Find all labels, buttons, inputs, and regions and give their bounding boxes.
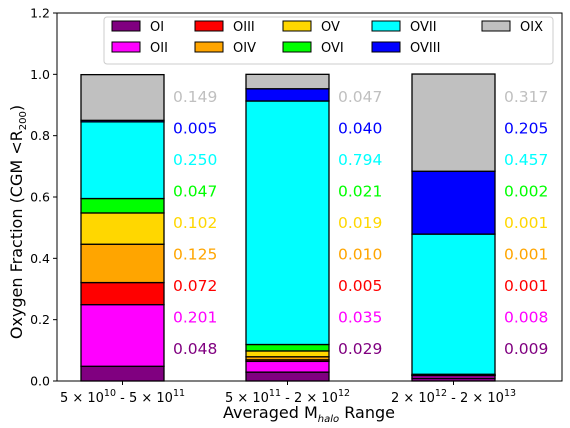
- legend-swatch-ovii: [371, 20, 401, 32]
- bar-segment-ovi-1: [80, 197, 165, 214]
- fraction-label-oviii-1: 0.005: [173, 120, 217, 138]
- x-tick-label-2: 5 × 1011 - 2 × 1012: [225, 388, 350, 406]
- bar-segment-oix-2: [245, 73, 330, 90]
- bar-segment-oviii-2: [245, 88, 330, 102]
- legend-swatch-oiii: [194, 20, 224, 32]
- fraction-label-oix-1: 0.149: [173, 88, 217, 106]
- bar-segment-oiv-1: [80, 243, 165, 284]
- fraction-label-ovi-2: 0.021: [338, 183, 382, 201]
- bar-segment-oix-1: [80, 73, 165, 121]
- y-axis-label: Oxygen Fraction (CGM <R200): [7, 105, 29, 339]
- bar-segment-ovii-1: [80, 121, 165, 200]
- legend-label-ovi: OVI: [321, 41, 344, 56]
- fraction-label-oii-1: 0.201: [173, 309, 217, 327]
- fraction-label-oiii-1: 0.072: [173, 277, 217, 295]
- legend-label-oviii: OVIII: [410, 41, 440, 56]
- bar-segment-oi-2: [245, 371, 330, 382]
- fraction-label-ovii-2: 0.794: [338, 151, 382, 169]
- legend-swatch-oii: [111, 41, 141, 53]
- legend: OI OII OIII OIV OV OVI OVII OVIII OIX: [103, 16, 554, 65]
- bar-segment-oi-1: [80, 365, 165, 382]
- legend-label-oiv: OIV: [233, 41, 256, 56]
- fraction-label-oviii-3: 0.205: [504, 120, 548, 138]
- fraction-label-oix-3: 0.317: [504, 88, 548, 106]
- bars-layer: [80, 73, 496, 382]
- bar-segment-oviii-3: [411, 170, 496, 235]
- legend-swatch-oix: [481, 20, 511, 32]
- legend-swatch-oviii: [371, 41, 401, 53]
- fraction-labels-layer: 0.048 0.201 0.072 0.125 0.102 0.047 0.250 0.005…: [173, 88, 548, 358]
- legend-label-oix: OIX: [520, 20, 543, 35]
- legend-label-oi: OI: [150, 20, 164, 35]
- bar-segment-ov-2: [245, 350, 330, 358]
- y-tick-label-5: 1.0: [30, 67, 50, 82]
- legend-label-oii: OII: [150, 41, 168, 56]
- fraction-label-ov-1: 0.102: [173, 214, 217, 232]
- y-tick-label-1: 0.2: [30, 312, 50, 327]
- fraction-label-oi-1: 0.048: [173, 340, 217, 358]
- axes-layer: 5 × 1010 - 5 × 1011 5 × 1011 - 2 × 1012 2 …: [30, 6, 563, 406]
- legend-label-ovii: OVII: [410, 20, 437, 35]
- fraction-label-oiv-3: 0.001: [504, 246, 548, 264]
- y-tick-label-0: 0.0: [30, 374, 50, 389]
- bar-segment-oii-2: [245, 360, 330, 373]
- bar-segment-oiii-1: [80, 281, 165, 306]
- fraction-label-ovi-1: 0.047: [173, 183, 217, 201]
- fraction-label-oiii-2: 0.005: [338, 277, 382, 295]
- bar-segment-oii-1: [80, 303, 165, 367]
- fraction-label-oiv-2: 0.010: [338, 246, 382, 264]
- fraction-label-oviii-2: 0.040: [338, 120, 382, 138]
- bar-segment-ovii-3: [411, 233, 496, 375]
- fraction-label-oii-2: 0.035: [338, 309, 382, 327]
- legend-swatch-ov: [282, 20, 312, 32]
- legend-label-oiii: OIII: [233, 20, 255, 35]
- bar-segment-ov-1: [80, 212, 165, 245]
- fraction-label-ov-3: 0.001: [504, 214, 548, 232]
- fraction-label-oiii-3: 0.001: [504, 277, 548, 295]
- fraction-label-ovii-1: 0.250: [173, 151, 217, 169]
- fraction-label-oiv-1: 0.125: [173, 246, 217, 264]
- legend-swatch-oi: [111, 20, 141, 32]
- legend-swatch-oiv: [194, 41, 224, 53]
- fraction-label-oix-2: 0.047: [338, 88, 382, 106]
- fraction-label-ovii-3: 0.457: [504, 151, 548, 169]
- y-tick-label-3: 0.6: [30, 190, 50, 205]
- fraction-label-ovi-3: 0.002: [504, 183, 548, 201]
- x-tick-label-1: 5 × 1010 - 5 × 1011: [60, 388, 185, 406]
- y-tick-label-4: 0.8: [30, 128, 50, 143]
- bar-segment-oix-3: [411, 73, 496, 172]
- fraction-label-oi-3: 0.009: [504, 340, 548, 358]
- legend-swatch-ovi: [282, 41, 312, 53]
- x-axis-label: Averaged Mhalo Range: [223, 403, 395, 425]
- bar-segment-ovii-2: [245, 100, 330, 346]
- x-tick-label-3: 2 × 1012 - 2 × 1013: [391, 388, 516, 406]
- legend-label-ov: OV: [321, 20, 340, 35]
- fraction-label-oii-3: 0.008: [504, 309, 548, 327]
- fraction-label-oi-2: 0.029: [338, 340, 382, 358]
- y-tick-label-6: 1.2: [30, 6, 50, 21]
- y-tick-label-2: 0.4: [30, 251, 50, 266]
- bar-segment-ovi-2: [245, 343, 330, 352]
- fraction-label-ov-2: 0.019: [338, 214, 382, 232]
